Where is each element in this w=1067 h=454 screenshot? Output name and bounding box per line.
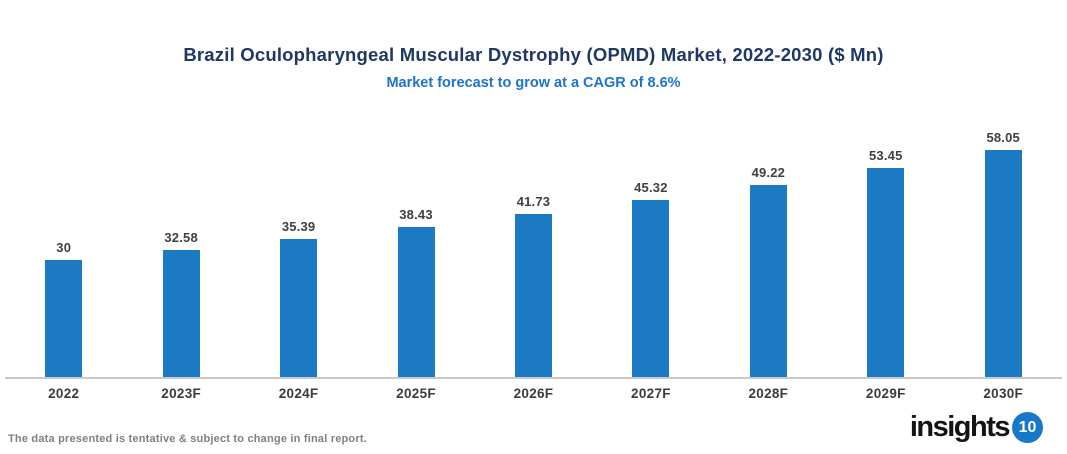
x-axis-tick-label: 2029F <box>865 386 906 401</box>
disclaimer-text: The data presented is tentative & subjec… <box>8 433 367 445</box>
x-axis-tick-label: 2030F <box>983 386 1024 401</box>
bar-group: 53.45 <box>827 148 944 377</box>
bar-group: 45.32 <box>592 180 709 377</box>
bar <box>280 239 318 377</box>
bar <box>162 250 200 377</box>
bar <box>749 185 787 377</box>
bar-group: 35.39 <box>240 219 357 377</box>
bar-value-label: 38.43 <box>399 207 433 222</box>
bar-value-label: 35.39 <box>281 219 316 234</box>
bar-value-label: 30 <box>56 240 72 255</box>
x-axis-tick-label: 2025F <box>396 386 436 401</box>
x-axis-tick-label: 2026F <box>513 386 554 401</box>
bar-group: 49.22 <box>710 165 827 377</box>
bar <box>984 150 1022 377</box>
x-axis-labels: 2022 2023F 2024F 2025F 2026F 2027F 2028F 2029F 2… <box>5 379 1062 401</box>
bar <box>514 214 552 377</box>
x-axis-tick-label: 2028F <box>748 386 789 401</box>
bar-group: 58.05 <box>945 130 1062 377</box>
bar-group: 30 <box>5 240 122 377</box>
bar-group: 41.73 <box>475 194 592 377</box>
bar-value-label: 49.22 <box>751 165 786 180</box>
logo-text: insights <box>909 411 1011 443</box>
x-axis-tick-label: 2027F <box>631 386 671 401</box>
bar <box>45 260 83 377</box>
x-axis-tick-label: 2023F <box>161 386 202 401</box>
x-axis-tick-label: 2022 <box>48 386 80 401</box>
bar-value-label: 41.73 <box>516 194 551 209</box>
bar-group: 38.43 <box>357 207 474 377</box>
bar-plot: 30 32.58 35.39 38.43 41.73 45.32 49.22 53.45 58.… <box>5 110 1062 401</box>
chart-subtitle: Market forecast to grow at a CAGR of 8.6… <box>386 75 681 91</box>
bar-value-label: 45.32 <box>634 180 668 195</box>
x-axis-tick-label: 2024F <box>278 386 319 401</box>
bar-value-label: 32.58 <box>164 230 198 245</box>
insights10-logo: insights 10 <box>910 411 1043 444</box>
bars-area: 30 32.58 35.39 38.43 41.73 45.32 49.22 53.45 58.… <box>5 110 1062 379</box>
bar <box>867 168 905 377</box>
bar <box>397 227 435 377</box>
logo-badge: 10 <box>1012 412 1043 443</box>
bar <box>632 200 670 377</box>
bar-value-label: 53.45 <box>869 148 903 163</box>
bar-value-label: 58.05 <box>986 130 1020 145</box>
chart-title: Brazil Oculopharyngeal Muscular Dystroph… <box>183 44 884 65</box>
bar-group: 32.58 <box>122 230 239 377</box>
